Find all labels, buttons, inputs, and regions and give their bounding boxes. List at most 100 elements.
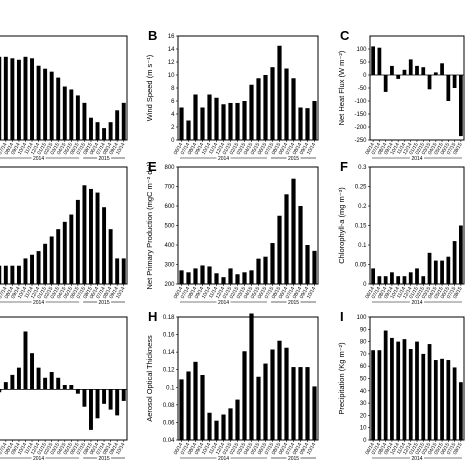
x-tick-label: 08/14: [187, 142, 199, 156]
x-tick-label: 05/15: [250, 442, 262, 456]
bar: [186, 371, 191, 440]
x-tick-label: 07/14: [180, 142, 192, 156]
y-tick-label: 0: [363, 438, 367, 444]
bar: [277, 340, 282, 440]
x-tick-label: 05/15: [250, 286, 262, 300]
x-tick-label: 06/15: [440, 142, 452, 156]
bar: [207, 94, 212, 140]
bar: [75, 389, 80, 394]
bar: [402, 276, 407, 284]
x-tick-label: 07/14: [95, 142, 107, 156]
y-tick-label: 0.08: [163, 403, 175, 409]
x-tick-label: 06/14: [278, 442, 290, 456]
x-tick-label: 05/15: [433, 286, 445, 300]
bar: [115, 258, 120, 284]
bar: [108, 122, 113, 140]
panel-c: 06/1407/1408/1409/1410/1411/1412/1401/15…: [337, 28, 465, 162]
x-tick-label: 06/15: [69, 442, 81, 456]
bar: [69, 385, 74, 390]
x-tick-label: 09/14: [108, 442, 120, 456]
y-tick-label: 50: [360, 377, 367, 383]
bar: [440, 358, 444, 440]
x-tick-label: 08/14: [377, 142, 389, 156]
year-label: 2014: [33, 156, 44, 162]
x-tick-label: 08/15: [82, 442, 94, 456]
bar: [433, 72, 438, 75]
x-tick-label: 11/14: [23, 286, 34, 300]
x-tick-label: 08/14: [377, 442, 389, 456]
year-label: 2014: [33, 456, 44, 462]
x-tick-label: 08/14: [4, 442, 16, 456]
plot-frame: [0, 316, 128, 441]
x-tick-label: 07/14: [371, 442, 383, 456]
x-tick-label: 10/14: [389, 442, 401, 456]
plot-frame: [177, 166, 319, 285]
x-tick-label: 08/14: [4, 142, 16, 156]
x-tick-label: 07/14: [285, 142, 297, 156]
x-tick-label: 11/14: [208, 286, 219, 300]
bar: [383, 330, 388, 440]
x-tick-label: 06/15: [257, 286, 269, 300]
bar: [256, 258, 261, 284]
x-tick-label: 09/14: [194, 142, 206, 156]
x-tick-label: 02/15: [43, 286, 55, 300]
x-tick-label: 03/15: [421, 142, 433, 156]
x-tick-label: 10/14: [389, 142, 401, 156]
bar: [446, 360, 451, 440]
x-tick-label: 04/15: [427, 142, 439, 156]
bar: [221, 414, 226, 440]
x-tick-label: 04/15: [427, 442, 439, 456]
x-tick-label: 01/15: [36, 442, 48, 456]
bar: [62, 86, 67, 140]
x-tick-label: 12/14: [402, 142, 414, 156]
y-tick-label: 14: [168, 47, 175, 53]
x-tick-label: 11/14: [396, 142, 407, 156]
bar: [207, 266, 212, 284]
x-tick-label: 12/14: [215, 286, 227, 300]
x-tick-label: 08/15: [452, 142, 464, 156]
x-tick-label: 11/14: [23, 142, 34, 156]
x-tick-label: 08/14: [102, 286, 114, 300]
bar: [115, 389, 120, 416]
year-label: 2014: [411, 300, 422, 306]
bar: [396, 341, 401, 440]
y-tick-label: -200: [354, 125, 367, 131]
bar: [415, 65, 419, 75]
x-tick-label: 10/14: [17, 142, 29, 156]
year-label: 2015: [99, 300, 110, 306]
bar: [102, 128, 107, 140]
x-tick-label: 06/14: [278, 286, 290, 300]
x-tick-label: 11/14: [23, 442, 34, 456]
x-tick-label: 09/14: [383, 286, 395, 300]
bar: [121, 102, 126, 140]
bar: [396, 75, 401, 79]
y-tick-label: 0.18: [163, 315, 175, 321]
x-tick-label: 12/14: [30, 286, 42, 300]
y-tick-label: 70: [360, 352, 367, 358]
bar: [36, 251, 41, 284]
panel-label: I: [340, 309, 344, 324]
x-tick-label: 08/15: [452, 442, 464, 456]
x-tick-label: 06/15: [440, 286, 452, 300]
x-tick-label: 10/14: [306, 286, 318, 300]
x-tick-label: 12/14: [30, 142, 42, 156]
panel-a: 07/1408/1409/1410/1411/1412/1401/1502/15…: [0, 35, 128, 162]
x-tick-label: 10/14: [115, 442, 127, 456]
bar: [408, 272, 413, 284]
x-tick-label: 10/14: [306, 142, 318, 156]
bar: [16, 265, 21, 284]
x-tick-label: 07/15: [446, 142, 458, 156]
bar: [242, 351, 247, 440]
x-tick-label: 07/14: [95, 286, 107, 300]
bar: [402, 69, 407, 75]
y-tick-label: 100: [356, 315, 367, 321]
x-tick-label: 08/15: [82, 286, 94, 300]
bar: [235, 274, 240, 284]
x-tick-label: 09/14: [10, 142, 22, 156]
x-tick-label: 01/15: [222, 442, 234, 456]
x-tick-label: 07/15: [264, 142, 276, 156]
x-tick-label: 07/14: [0, 442, 9, 456]
bar: [3, 265, 8, 284]
y-tick-label: 0: [363, 73, 367, 79]
x-tick-label: 09/14: [10, 442, 22, 456]
